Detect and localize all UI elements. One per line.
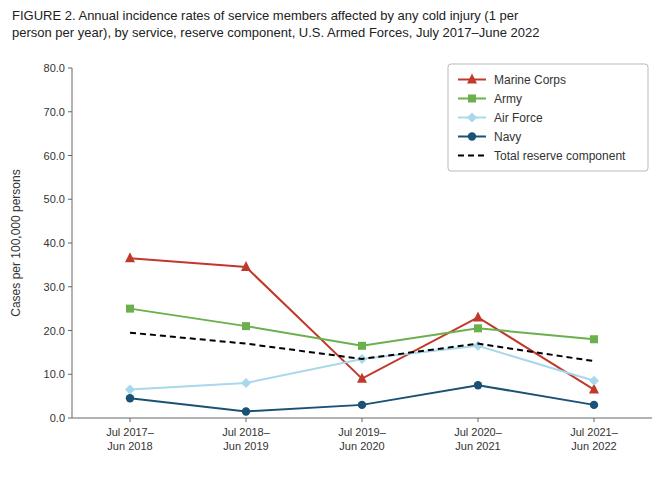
series-marker <box>590 335 598 343</box>
x-tick-label-line: Jun 2022 <box>571 440 616 452</box>
y-axis <box>72 68 73 418</box>
x-tick <box>478 418 479 422</box>
legend-label: Total reserve component <box>494 149 626 163</box>
series-line <box>130 385 594 411</box>
x-tick-label-line: Jun 2021 <box>455 440 500 452</box>
series-marker <box>358 342 366 350</box>
series-line <box>130 346 594 390</box>
x-tick <box>362 418 363 422</box>
x-tick-label-line: Jul 2021– <box>570 426 619 438</box>
series-marker <box>125 385 135 395</box>
x-tick-label-line: Jun 2019 <box>223 440 268 452</box>
y-tick-label: 70.0 <box>44 106 65 118</box>
series-marker <box>473 311 483 321</box>
series-marker <box>357 373 367 383</box>
series-marker <box>242 322 250 330</box>
y-tick-label: 40.0 <box>44 237 65 249</box>
x-tick-label: Jul 2017– Jun 2018 <box>106 426 155 452</box>
legend-marker <box>467 74 477 84</box>
legend-label: Air Force <box>494 111 543 125</box>
x-tick <box>130 418 131 422</box>
plot-area <box>125 252 599 415</box>
series-line <box>130 258 594 389</box>
y-tick-label: 20.0 <box>44 325 65 337</box>
x-tick-label: Jul 2020– Jun 2021 <box>454 426 503 452</box>
x-tick <box>594 418 595 422</box>
y-tick <box>68 286 72 287</box>
series-marker <box>589 376 599 386</box>
x-tick-label-line: Jun 2020 <box>339 440 384 452</box>
series-marker <box>126 394 134 402</box>
x-tick-label-line: Jul 2019– <box>338 426 387 438</box>
y-tick <box>68 111 72 112</box>
y-tick <box>68 374 72 375</box>
x-tick-label-line: Jul 2020– <box>454 426 503 438</box>
series-marker <box>241 378 251 388</box>
legend-swatch <box>458 155 486 157</box>
series-marker <box>474 381 482 389</box>
legend-marker <box>467 113 477 123</box>
series-line <box>130 333 594 361</box>
y-tick-label: 0.0 <box>50 412 65 424</box>
legend-label: Army <box>494 92 522 106</box>
series-marker <box>590 401 598 409</box>
title: FIGURE 2. Annual incidence rates of serv… <box>12 8 539 40</box>
y-tick-label: 10.0 <box>44 368 65 380</box>
series-marker <box>241 261 251 271</box>
legend-label: Navy <box>494 130 521 144</box>
y-tick <box>68 418 72 419</box>
y-axis-label: Cases per 100,000 persons <box>9 169 23 316</box>
title-line: FIGURE 2. Annual incidence rates of serv… <box>12 8 519 23</box>
legend-marker <box>468 95 476 103</box>
x-tick-label-line: Jul 2017– <box>106 426 155 438</box>
y-tick <box>68 330 72 331</box>
series-marker <box>358 401 366 409</box>
legend-marker <box>468 132 476 140</box>
y-tick <box>68 68 72 69</box>
y-tick-label: 60.0 <box>44 150 65 162</box>
y-tick <box>68 199 72 200</box>
y-tick-label: 80.0 <box>44 62 65 74</box>
y-tick-label: 50.0 <box>44 193 65 205</box>
x-tick-label-line: Jun 2018 <box>107 440 152 452</box>
legend: Marine Corps Army Air Force Navy Total reser… <box>448 64 648 171</box>
x-tick-label: Jul 2021– Jun 2022 <box>570 426 619 452</box>
x-tick-label: Jul 2018– Jun 2019 <box>222 426 271 452</box>
y-tick-label: 30.0 <box>44 281 65 293</box>
legend-frame <box>448 64 648 171</box>
y-tick <box>68 155 72 156</box>
title-line: person per year), by service, reserve co… <box>12 25 539 40</box>
legend-label: Marine Corps <box>494 73 566 87</box>
chart: FIGURE 2. Annual incidence rates of serv… <box>0 0 671 494</box>
series-marker <box>126 305 134 313</box>
x-tick-label: Jul 2019– Jun 2020 <box>338 426 387 452</box>
series-marker <box>473 341 483 351</box>
x-tick-label-line: Jul 2018– <box>222 426 271 438</box>
y-tick <box>68 243 72 244</box>
x-tick <box>246 418 247 422</box>
series-marker <box>125 252 135 262</box>
series-marker <box>474 324 482 332</box>
series-marker <box>242 407 250 415</box>
